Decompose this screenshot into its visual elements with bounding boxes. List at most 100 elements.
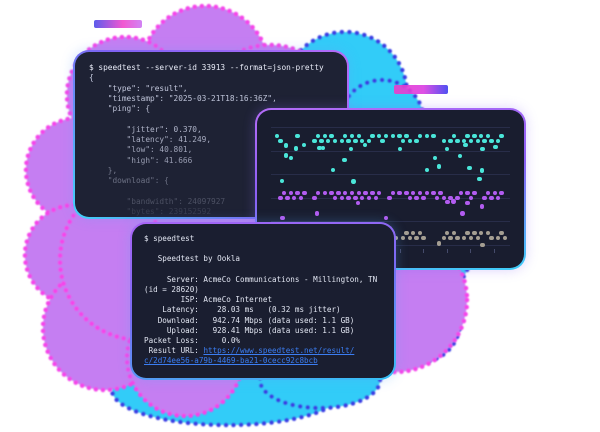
chart-dot-band-purple (339, 195, 344, 200)
chart-dot-band-gray (465, 231, 470, 236)
chart-dot-band-cyan (283, 143, 289, 148)
terminal-line: "download": { (89, 176, 169, 186)
chart-dot-band-gray (411, 231, 416, 236)
chart-dot-band-cyan (451, 134, 457, 139)
chart-dot-band-gray (472, 231, 477, 236)
chart-dot-band-cyan (489, 138, 494, 143)
chart-dot-band-cyan (448, 138, 453, 143)
chart-dot-band-purple (424, 191, 429, 196)
chart-dot-band-cyan (349, 134, 355, 139)
chart-dot-band-purple (451, 199, 456, 204)
chart-dot-band-cyan (457, 153, 463, 158)
chart-dot-band-purple (479, 204, 484, 209)
chart-dot-band-purple (353, 195, 358, 200)
chart-gridline (271, 221, 510, 222)
chart-dot-band-gray (437, 241, 442, 246)
glitch-streak (394, 85, 448, 94)
chart-dot-band-cyan (493, 145, 498, 150)
terminal-line: { (89, 73, 94, 83)
result-url-link[interactable]: https://www.speedtest.net/result/ c/2d74… (144, 346, 355, 366)
chart-dot-band-purple (458, 191, 463, 196)
result-terminal-body: $ speedtest Speedtest by Ookla Server: A… (144, 234, 382, 367)
chart-dot-band-purple (355, 200, 361, 206)
chart-dot-band-purple (468, 195, 474, 200)
chart-dot-band-cyan (370, 134, 375, 139)
chart-dot-band-cyan (431, 134, 436, 139)
chart-dot-band-gray (441, 235, 446, 240)
chart-dot-band-cyan (444, 146, 450, 152)
terminal-line: "bytes": 239152592 (89, 207, 212, 217)
chart-gridline (271, 127, 510, 128)
chart-dot-band-purple (421, 195, 426, 200)
chart-dot-band-cyan (380, 138, 385, 143)
chart-dot-band-cyan (463, 142, 468, 148)
chart-dot-band-cyan (479, 168, 485, 173)
terminal-line: "ping": { (89, 104, 151, 114)
chart-dot-band-cyan (479, 134, 484, 139)
chart-dot-band-cyan (295, 134, 300, 139)
chart-dot-band-purple (298, 195, 304, 200)
chart-dot-band-cyan (414, 138, 419, 143)
chart-dot-band-gray (468, 235, 474, 240)
chart-dot-band-purple (315, 191, 321, 196)
chart-dot-band-purple (373, 195, 378, 200)
chart-dot-band-cyan (293, 146, 298, 151)
chart-dot-band-cyan (468, 138, 474, 143)
chart-dot-band-cyan (353, 138, 358, 143)
chart-dot-band-cyan (329, 134, 334, 139)
chart-dot-band-purple (455, 195, 460, 200)
terminal-line: "bandwidth": 24097927 (89, 196, 226, 206)
chart-dot-band-cyan (480, 146, 485, 151)
chart-dot-band-cyan (404, 134, 409, 139)
chart-dot-band-purple (360, 195, 365, 200)
chart-dot-band-purple (329, 191, 334, 196)
chart-dot-band-cyan (280, 179, 285, 184)
chart-dot-band-cyan (339, 138, 344, 143)
chart-dot-band-gray (475, 235, 480, 240)
chart-dot-band-cyan (326, 138, 331, 143)
chart-dot-band-cyan (441, 138, 446, 143)
terminal-line: "type": "result", (89, 83, 188, 93)
chart-dot-band-gray (448, 235, 453, 240)
chart-dot-band-purple (404, 191, 409, 196)
chart-dot-band-cyan (482, 138, 487, 143)
chart-dot-band-gray (404, 231, 409, 236)
chart-dot-band-cyan (322, 134, 327, 139)
chart-tick (446, 249, 448, 253)
chart-dot-band-gray (451, 231, 457, 236)
chart-dot-band-cyan (432, 155, 438, 161)
chart-dot-band-cyan (342, 157, 347, 163)
chart-dot-band-purple (482, 195, 487, 200)
chart-dot-band-cyan (283, 153, 289, 158)
chart-dot-band-gray (489, 235, 494, 240)
chart-dot-band-cyan (278, 138, 283, 143)
chart-dot-band-gray (414, 235, 419, 240)
chart-dot-band-purple (407, 195, 412, 200)
chart-dot-band-purple (438, 191, 443, 196)
chart-dot-band-purple (492, 191, 497, 196)
chart-dot-band-purple (332, 195, 338, 200)
chart-tick (470, 249, 471, 253)
chart-dot-band-gray (445, 231, 450, 236)
chart-dot-band-purple (281, 191, 287, 196)
chart-dot-band-purple (445, 200, 450, 205)
chart-dot-band-purple (460, 211, 465, 216)
chart-dot-band-gray (479, 231, 484, 236)
chart-dot-band-cyan (363, 142, 368, 148)
chart-dot-band-purple (292, 195, 297, 200)
chart-dot-band-purple (499, 191, 504, 196)
chart-dot-band-cyan (332, 138, 338, 143)
chart-dot-band-cyan (319, 138, 324, 143)
chart-dot-band-purple (285, 195, 290, 200)
result-text: $ speedtest Speedtest by Ookla Server: A… (144, 234, 378, 356)
chart-dot-band-purple (485, 191, 491, 196)
chart-dot-band-cyan (465, 134, 470, 139)
chart-dot-band-gray (421, 235, 426, 240)
chart-dot-band-purple (465, 191, 470, 196)
chart-tick (399, 249, 401, 253)
chart-dot-band-purple (370, 191, 375, 196)
chart-dot-band-cyan (390, 134, 395, 139)
chart-dot-band-purple (434, 195, 440, 200)
chart-gridline (271, 174, 510, 175)
chart-dot-band-purple (315, 211, 320, 216)
